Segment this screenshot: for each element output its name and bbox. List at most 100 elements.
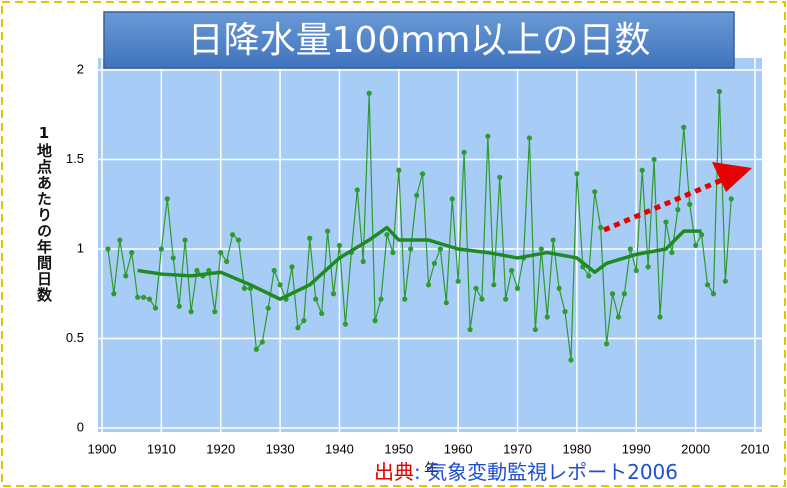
data-point [473, 285, 479, 291]
series-line [107, 90, 732, 361]
data-point [556, 285, 562, 291]
data-point [681, 124, 687, 130]
data-point [461, 149, 467, 155]
data-point [526, 135, 533, 141]
title-box [103, 11, 735, 69]
data-point [330, 291, 337, 297]
data-point [241, 285, 248, 291]
data-point [105, 246, 111, 252]
data-point [224, 258, 230, 265]
data-point [188, 309, 194, 315]
trend-arrow-head [712, 162, 752, 192]
data-point [491, 282, 497, 288]
data-point [313, 296, 319, 302]
data-point [544, 314, 550, 320]
x-tick-label: 1930 [266, 441, 295, 456]
data-point [651, 156, 657, 163]
data-point [402, 296, 408, 302]
data-point [503, 296, 509, 302]
x-axis-label: 年 [424, 460, 440, 478]
marks [105, 88, 734, 363]
data-point [722, 278, 728, 284]
y-tick-label: 1.5 [66, 151, 84, 166]
data-point [117, 237, 123, 243]
data-point [425, 282, 432, 288]
data-point [497, 174, 503, 180]
x-tick-label: 1990 [622, 441, 651, 456]
data-point [212, 309, 218, 315]
data-point [295, 325, 301, 331]
data-point [639, 167, 645, 173]
x-tick-label: 1960 [444, 441, 473, 456]
data-point [366, 90, 372, 96]
data-point [307, 235, 313, 241]
data-point [431, 260, 438, 266]
data-point [354, 187, 360, 193]
data-point [164, 196, 170, 202]
data-point [384, 232, 390, 238]
data-point [621, 291, 628, 297]
data-point [396, 167, 402, 173]
source-label: 出典 [374, 460, 414, 484]
data-point [455, 278, 461, 284]
data-point [693, 242, 699, 249]
data-point [408, 246, 414, 252]
data-point [627, 246, 633, 252]
y-tick-label: 2 [77, 61, 84, 76]
data-point [135, 294, 141, 300]
plot-area [98, 58, 762, 432]
data-point [230, 232, 236, 238]
y-tick-label: 0.5 [66, 330, 84, 345]
data-point [390, 249, 396, 256]
data-point [277, 282, 283, 288]
data-point [704, 282, 711, 288]
y-tick-label: 0 [77, 419, 84, 434]
x-tick-label: 1940 [325, 441, 354, 456]
data-point [538, 246, 544, 252]
data-point [645, 264, 651, 270]
data-point [271, 267, 277, 274]
data-point [467, 326, 473, 333]
data-point [716, 88, 722, 95]
data-point [615, 314, 622, 320]
data-point [289, 264, 295, 270]
data-point [158, 246, 164, 252]
data-point [675, 207, 681, 213]
data-point [669, 249, 675, 256]
data-point [360, 258, 366, 265]
data-point [532, 326, 538, 333]
data-point [206, 267, 212, 274]
data-point [657, 314, 663, 320]
data-point [710, 291, 717, 297]
data-point [419, 171, 426, 177]
y-axis-label: 1地点あたりの年間日数 [35, 124, 53, 303]
data-point [170, 255, 176, 261]
x-tick-label: 1970 [503, 441, 532, 456]
source-text: : 気象変動監視レポート2006 [414, 460, 678, 484]
data-point [152, 305, 159, 311]
data-point [443, 300, 449, 306]
data-point [324, 228, 331, 234]
data-point [111, 291, 117, 297]
data-point [633, 267, 639, 274]
data-point [336, 242, 343, 249]
data-point [728, 196, 734, 202]
data-point [194, 267, 200, 274]
data-point [592, 189, 598, 195]
x-tick-label: 2000 [681, 441, 710, 456]
data-point [550, 237, 556, 243]
data-point [479, 296, 485, 302]
data-point [342, 321, 348, 327]
data-point [509, 267, 515, 274]
x-tick-label: 1980 [562, 441, 591, 456]
data-point [265, 305, 271, 311]
data-point [698, 232, 705, 238]
data-point [372, 318, 378, 324]
grid [98, 58, 762, 432]
x-tick-label: 1920 [206, 441, 235, 456]
data-point [568, 357, 574, 363]
data-point [609, 291, 616, 297]
data-point [235, 237, 242, 243]
